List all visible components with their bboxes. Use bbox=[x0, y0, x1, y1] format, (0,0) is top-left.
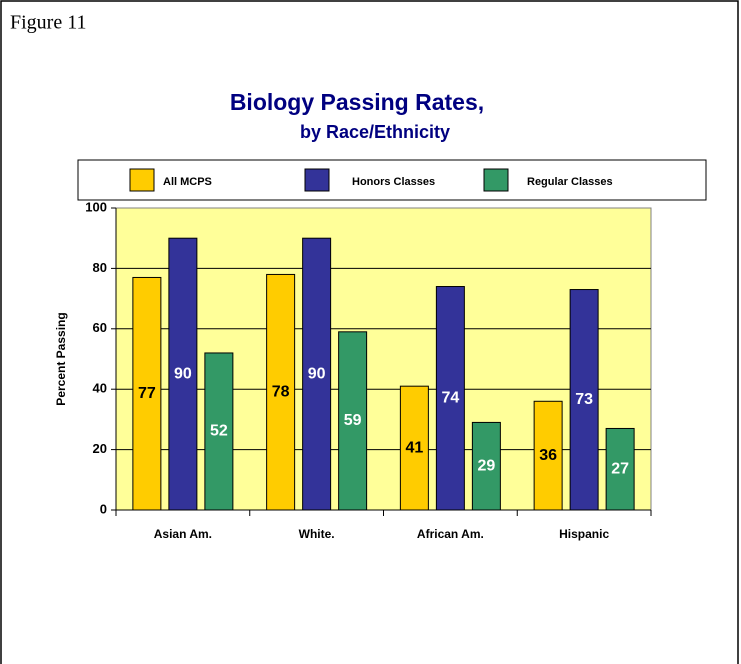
bar-value-label: 29 bbox=[477, 457, 495, 474]
legend-label: Honors Classes bbox=[352, 176, 435, 188]
bar bbox=[132, 276, 162, 511]
y-tick-label: 60 bbox=[93, 320, 107, 335]
bar bbox=[266, 273, 296, 511]
bar bbox=[204, 352, 234, 511]
bar-value-label: 41 bbox=[405, 439, 423, 456]
bar bbox=[605, 427, 635, 511]
y-tick-label: 40 bbox=[93, 381, 107, 396]
bar-value-label: 74 bbox=[441, 389, 459, 406]
x-tick-label: African Am. bbox=[417, 527, 484, 541]
legend-label: Regular Classes bbox=[527, 176, 613, 188]
y-axis-label: Percent Passing bbox=[54, 312, 68, 405]
bar-value-label: 52 bbox=[210, 423, 228, 440]
bar-value-label: 90 bbox=[308, 365, 326, 382]
x-tick-label: Hispanic bbox=[559, 527, 609, 541]
bar bbox=[435, 286, 465, 511]
bar-value-label: 90 bbox=[174, 365, 192, 382]
bar bbox=[471, 421, 501, 511]
legend-swatch bbox=[304, 168, 330, 192]
legend-swatch bbox=[483, 168, 509, 192]
y-tick-label: 80 bbox=[93, 260, 107, 275]
x-tick-label: Asian Am. bbox=[154, 527, 212, 541]
chart-subtitle: by Race/Ethnicity bbox=[300, 122, 450, 142]
chart-title: Biology Passing Rates, bbox=[230, 89, 484, 115]
x-tick-label: White. bbox=[299, 527, 335, 541]
bar-value-label: 59 bbox=[344, 412, 362, 429]
bar bbox=[302, 237, 332, 511]
legend-label: All MCPS bbox=[163, 176, 212, 188]
bar bbox=[569, 289, 599, 511]
y-tick-label: 100 bbox=[85, 199, 107, 214]
legend-swatch bbox=[129, 168, 155, 192]
bar bbox=[533, 400, 563, 511]
figure-label: Figure 11 bbox=[10, 12, 86, 34]
y-tick-label: 20 bbox=[93, 441, 107, 456]
bar-value-label: 77 bbox=[138, 385, 156, 402]
bar-value-label: 27 bbox=[611, 460, 629, 477]
bar-value-label: 36 bbox=[539, 447, 557, 464]
bar-value-label: 78 bbox=[272, 383, 290, 400]
bar bbox=[399, 385, 429, 511]
bar-value-label: 73 bbox=[575, 391, 593, 408]
bar bbox=[338, 331, 368, 511]
y-tick-label: 0 bbox=[100, 501, 107, 516]
bar bbox=[168, 237, 198, 511]
legend-box bbox=[77, 159, 707, 201]
